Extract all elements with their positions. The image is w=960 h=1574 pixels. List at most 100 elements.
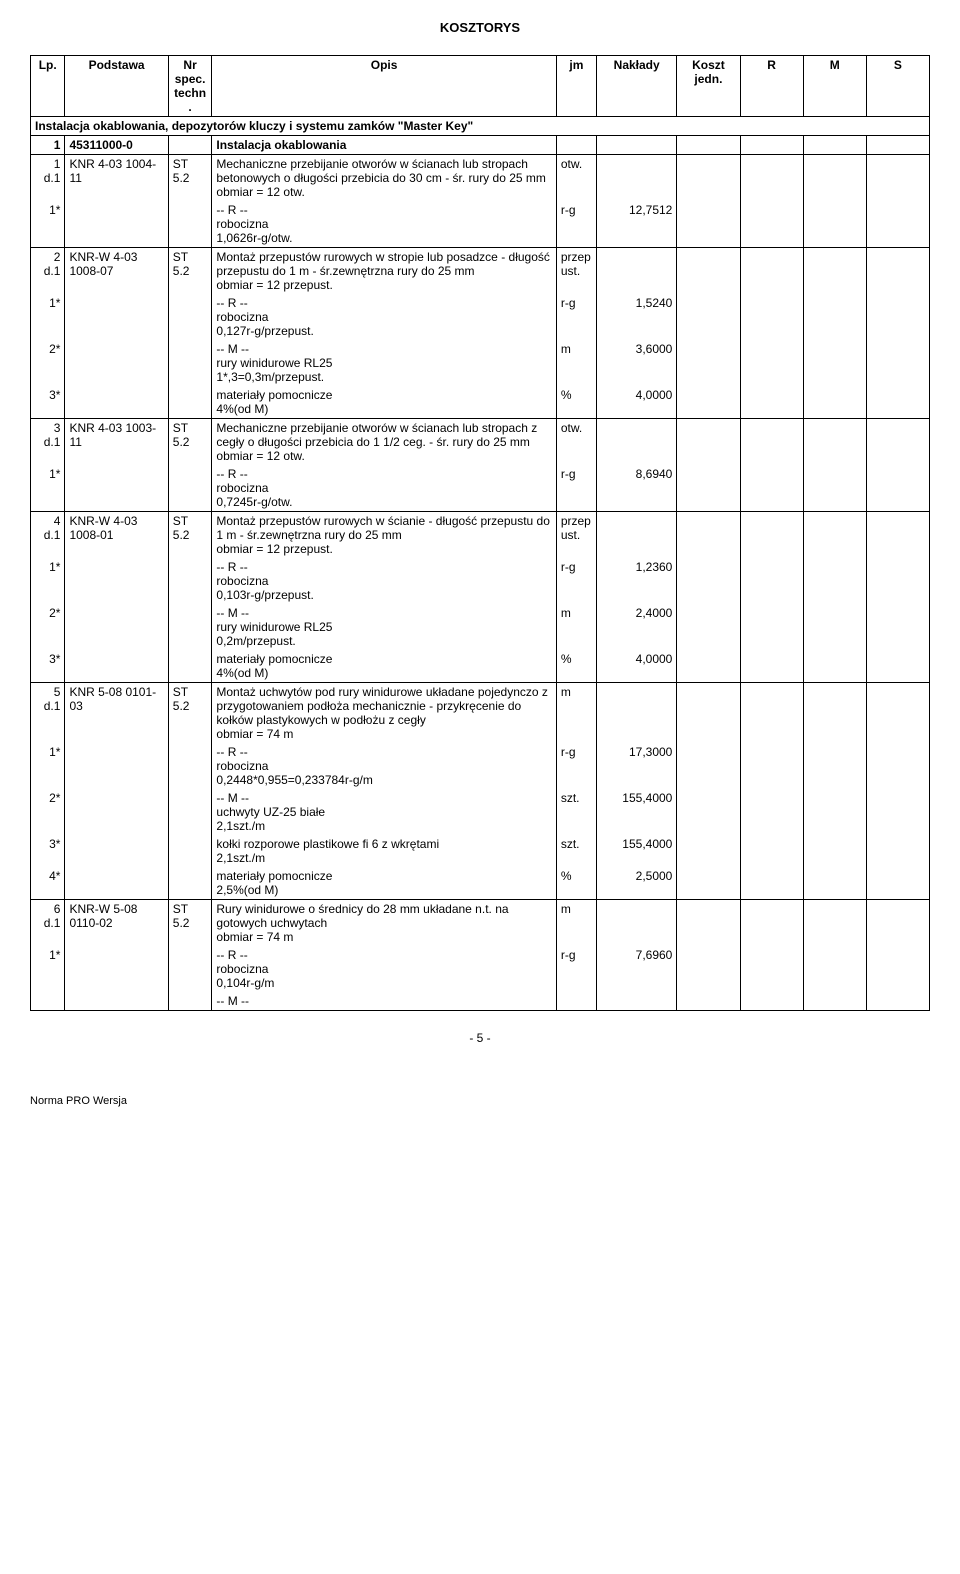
cell-m	[803, 604, 866, 650]
cell-naklady: 2,4000	[597, 604, 677, 650]
cell-s	[866, 386, 929, 419]
cell-nr	[168, 650, 212, 683]
cell-jm: r-g	[556, 465, 596, 512]
cell-jm: r-g	[556, 558, 596, 604]
cell-lp: 1*	[31, 294, 65, 340]
cell-r	[740, 386, 803, 419]
cell-nr	[168, 558, 212, 604]
cell-podstawa: KNR 5-08 0101-03	[65, 683, 168, 744]
cell-opis: -- M --uchwyty UZ-25 białe2,1szt./m	[212, 789, 556, 835]
cell-opis: -- R --robocizna1,0626r-g/otw.	[212, 201, 556, 248]
cell-naklady: 17,3000	[597, 743, 677, 789]
cell-s	[866, 340, 929, 386]
cell-opis: Mechaniczne przebijanie otworów w ściana…	[212, 155, 556, 202]
cell-m	[803, 789, 866, 835]
cell-lp: 1 d.1	[31, 155, 65, 202]
cell-podstawa: KNR-W 4-03 1008-01	[65, 512, 168, 559]
cell-s	[866, 604, 929, 650]
cell-naklady	[597, 683, 677, 744]
cell-r	[740, 558, 803, 604]
cell-m	[803, 136, 866, 155]
cell-m	[803, 512, 866, 559]
table-row: 1* -- R --robocizna1,0626r-g/otw. r-g 12…	[31, 201, 930, 248]
table-row: 1* -- R --robocizna0,103r-g/przepust. r-…	[31, 558, 930, 604]
cell-r	[740, 340, 803, 386]
cell-koszt	[677, 992, 740, 1011]
cell-r	[740, 867, 803, 900]
cell-lp: 3*	[31, 650, 65, 683]
cell-koszt	[677, 867, 740, 900]
cell-opis: Montaż przepustów rurowych w stropie lub…	[212, 248, 556, 295]
cell-koszt	[677, 558, 740, 604]
cell-podstawa: 45311000-0	[65, 136, 168, 155]
cell-podstawa	[65, 992, 168, 1011]
section-row: Instalacja okablowania, depozytorów kluc…	[31, 117, 930, 136]
cell-nr	[168, 743, 212, 789]
cell-koszt	[677, 201, 740, 248]
table-row: 5 d.1 KNR 5-08 0101-03 ST 5.2 Montaż uch…	[31, 683, 930, 744]
cell-podstawa	[65, 201, 168, 248]
cell-r	[740, 136, 803, 155]
cell-nr: ST 5.2	[168, 419, 212, 466]
cell-r	[740, 419, 803, 466]
cell-jm: szt.	[556, 789, 596, 835]
cell-koszt	[677, 900, 740, 947]
cell-m	[803, 386, 866, 419]
table-row: 2* -- M --uchwyty UZ-25 białe2,1szt./m s…	[31, 789, 930, 835]
cell-r	[740, 683, 803, 744]
cell-naklady	[597, 512, 677, 559]
cell-lp: 6 d.1	[31, 900, 65, 947]
cell-jm: m	[556, 604, 596, 650]
table-row: 1 d.1 KNR 4-03 1004-11 ST 5.2 Mechaniczn…	[31, 155, 930, 202]
cell-podstawa	[65, 558, 168, 604]
cell-m	[803, 419, 866, 466]
cell-koszt	[677, 604, 740, 650]
cell-lp: 3*	[31, 835, 65, 867]
cell-podstawa: KNR 4-03 1004-11	[65, 155, 168, 202]
cell-m	[803, 946, 866, 992]
cell-s	[866, 743, 929, 789]
cell-naklady	[597, 419, 677, 466]
cell-opis: materiały pomocnicze4%(od M)	[212, 650, 556, 683]
cell-opis: Montaż przepustów rurowych w ścianie - d…	[212, 512, 556, 559]
cell-jm: r-g	[556, 294, 596, 340]
cell-lp: 2*	[31, 789, 65, 835]
cell-podstawa	[65, 867, 168, 900]
cell-r	[740, 294, 803, 340]
col-s: S	[866, 56, 929, 117]
cell-podstawa	[65, 386, 168, 419]
cell-nr	[168, 789, 212, 835]
cell-jm: r-g	[556, 201, 596, 248]
cell-s	[866, 900, 929, 947]
cell-r	[740, 512, 803, 559]
table-row: 3* kołki rozporowe plastikowe fi 6 z wkr…	[31, 835, 930, 867]
cell-opis: -- R --robocizna0,7245r-g/otw.	[212, 465, 556, 512]
cell-nr	[168, 294, 212, 340]
cell-opis: materiały pomocnicze4%(od M)	[212, 386, 556, 419]
cell-podstawa	[65, 743, 168, 789]
cell-koszt	[677, 419, 740, 466]
cell-opis: -- R --robocizna0,2448*0,955=0,233784r-g…	[212, 743, 556, 789]
cell-opis: Rury winidurowe o średnicy do 28 mm ukła…	[212, 900, 556, 947]
col-nr: Nr spec. techn.	[168, 56, 212, 117]
table-row: 6 d.1 KNR-W 5-08 0110-02 ST 5.2 Rury win…	[31, 900, 930, 947]
cell-jm: otw.	[556, 419, 596, 466]
cell-jm: r-g	[556, 743, 596, 789]
cell-opis: -- M --rury winidurowe RL250,2m/przepust…	[212, 604, 556, 650]
cell-jm: %	[556, 386, 596, 419]
cell-s	[866, 558, 929, 604]
cell-koszt	[677, 294, 740, 340]
cell-naklady: 7,6960	[597, 946, 677, 992]
cell-m	[803, 835, 866, 867]
cell-naklady	[597, 900, 677, 947]
cell-lp: 3*	[31, 386, 65, 419]
cell-jm: r-g	[556, 946, 596, 992]
cell-jm: m	[556, 900, 596, 947]
cell-opis: -- M --rury winidurowe RL251*,3=0,3m/prz…	[212, 340, 556, 386]
cell-koszt	[677, 465, 740, 512]
cell-s	[866, 683, 929, 744]
cell-koszt	[677, 155, 740, 202]
cell-m	[803, 465, 866, 512]
col-naklady: Nakłady	[597, 56, 677, 117]
col-opis: Opis	[212, 56, 556, 117]
